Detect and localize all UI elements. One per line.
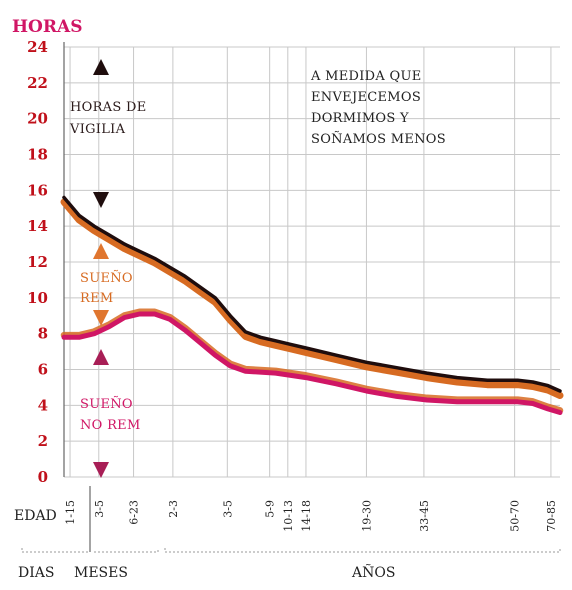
y-tick-label: 4 xyxy=(38,396,48,414)
rem-label: SUEÑO REM xyxy=(80,270,133,306)
x-tick-label: 2-3 xyxy=(167,500,180,518)
y-tick-label: 2 xyxy=(38,432,48,450)
y-tick-label: 16 xyxy=(27,181,48,199)
grid xyxy=(64,46,560,478)
rem-band-line xyxy=(60,198,564,399)
annotation-markers xyxy=(93,59,109,478)
x-tick-label: 70-85 xyxy=(545,500,558,532)
y-tick-label: 6 xyxy=(38,361,48,379)
vigilia-line-2: VIGILIA xyxy=(69,122,126,137)
age-brackets xyxy=(21,548,561,553)
x-tick-label: 5-9 xyxy=(264,500,277,518)
nrem-down-arrow-icon xyxy=(93,462,109,478)
group-label-meses: MESES xyxy=(74,565,128,581)
y-tick-label: 8 xyxy=(38,325,48,343)
y-tick-label: 14 xyxy=(27,217,48,235)
y-tick-label: 0 xyxy=(38,468,48,486)
vigilia-label: HORAS DE VIGILIA xyxy=(69,100,147,137)
rem-up-arrow-icon xyxy=(93,243,109,259)
y-tick-label: 22 xyxy=(27,74,48,92)
chart-title: A MEDIDA QUE ENVEJECEMOS DORMIMOS Y SOÑA… xyxy=(310,69,446,147)
y-tick-label: 20 xyxy=(27,110,48,128)
y-tick-label: 10 xyxy=(27,289,48,307)
nrem-sleep-line xyxy=(61,311,563,415)
nrem-rim-line xyxy=(60,308,564,414)
nrem-line-2: NO REM xyxy=(80,418,141,433)
title-line-4: SOÑAMOS MENOS xyxy=(311,131,446,147)
total-sleep-line xyxy=(62,195,562,393)
vigilia-line-1: HORAS DE xyxy=(70,100,147,115)
x-tick-label: 6-23 xyxy=(128,500,141,525)
x-tick-label: 3-5 xyxy=(221,500,234,518)
nrem-label: SUEÑO NO REM xyxy=(80,396,141,433)
rem-line-1: SUEÑO xyxy=(80,270,133,286)
nrem-line-1: SUEÑO xyxy=(80,396,133,412)
y-tick-label: 24 xyxy=(27,38,48,56)
x-tick-label: 19-30 xyxy=(360,500,373,532)
x-axis-label: EDAD xyxy=(14,508,57,524)
group-label-dias: DIAS xyxy=(18,565,54,581)
group-label-anos: AÑOS xyxy=(351,563,395,581)
x-tick-label: 3-5 xyxy=(93,500,106,518)
title-line-1: A MEDIDA QUE xyxy=(310,69,422,84)
x-tick-label: 50-70 xyxy=(509,500,522,532)
vigilia-down-arrow-icon xyxy=(93,192,109,208)
nrem-up-arrow-icon xyxy=(93,349,109,365)
x-tick-label: 14-18 xyxy=(300,500,313,532)
rem-line-2: REM xyxy=(80,291,114,306)
x-tick-label: 33-45 xyxy=(418,500,431,532)
y-tick-label: 12 xyxy=(27,253,48,271)
title-line-2: ENVEJECEMOS xyxy=(311,90,421,105)
x-tick-label: 10-13 xyxy=(282,500,295,532)
axes xyxy=(63,42,91,552)
x-tick-label: 1-15 xyxy=(64,500,77,525)
rem-down-arrow-icon xyxy=(93,310,109,326)
title-line-3: DORMIMOS Y xyxy=(311,111,409,126)
y-tick-label: 18 xyxy=(27,146,48,164)
y-axis-label: HORAS xyxy=(12,17,82,37)
x-ticks: 1-15 3-5 6-23 2-3 3-5 5-9 10-13 14-18 19-30 33-45… xyxy=(64,500,558,532)
vigilia-up-arrow-icon xyxy=(93,59,109,75)
series-group xyxy=(60,195,564,415)
